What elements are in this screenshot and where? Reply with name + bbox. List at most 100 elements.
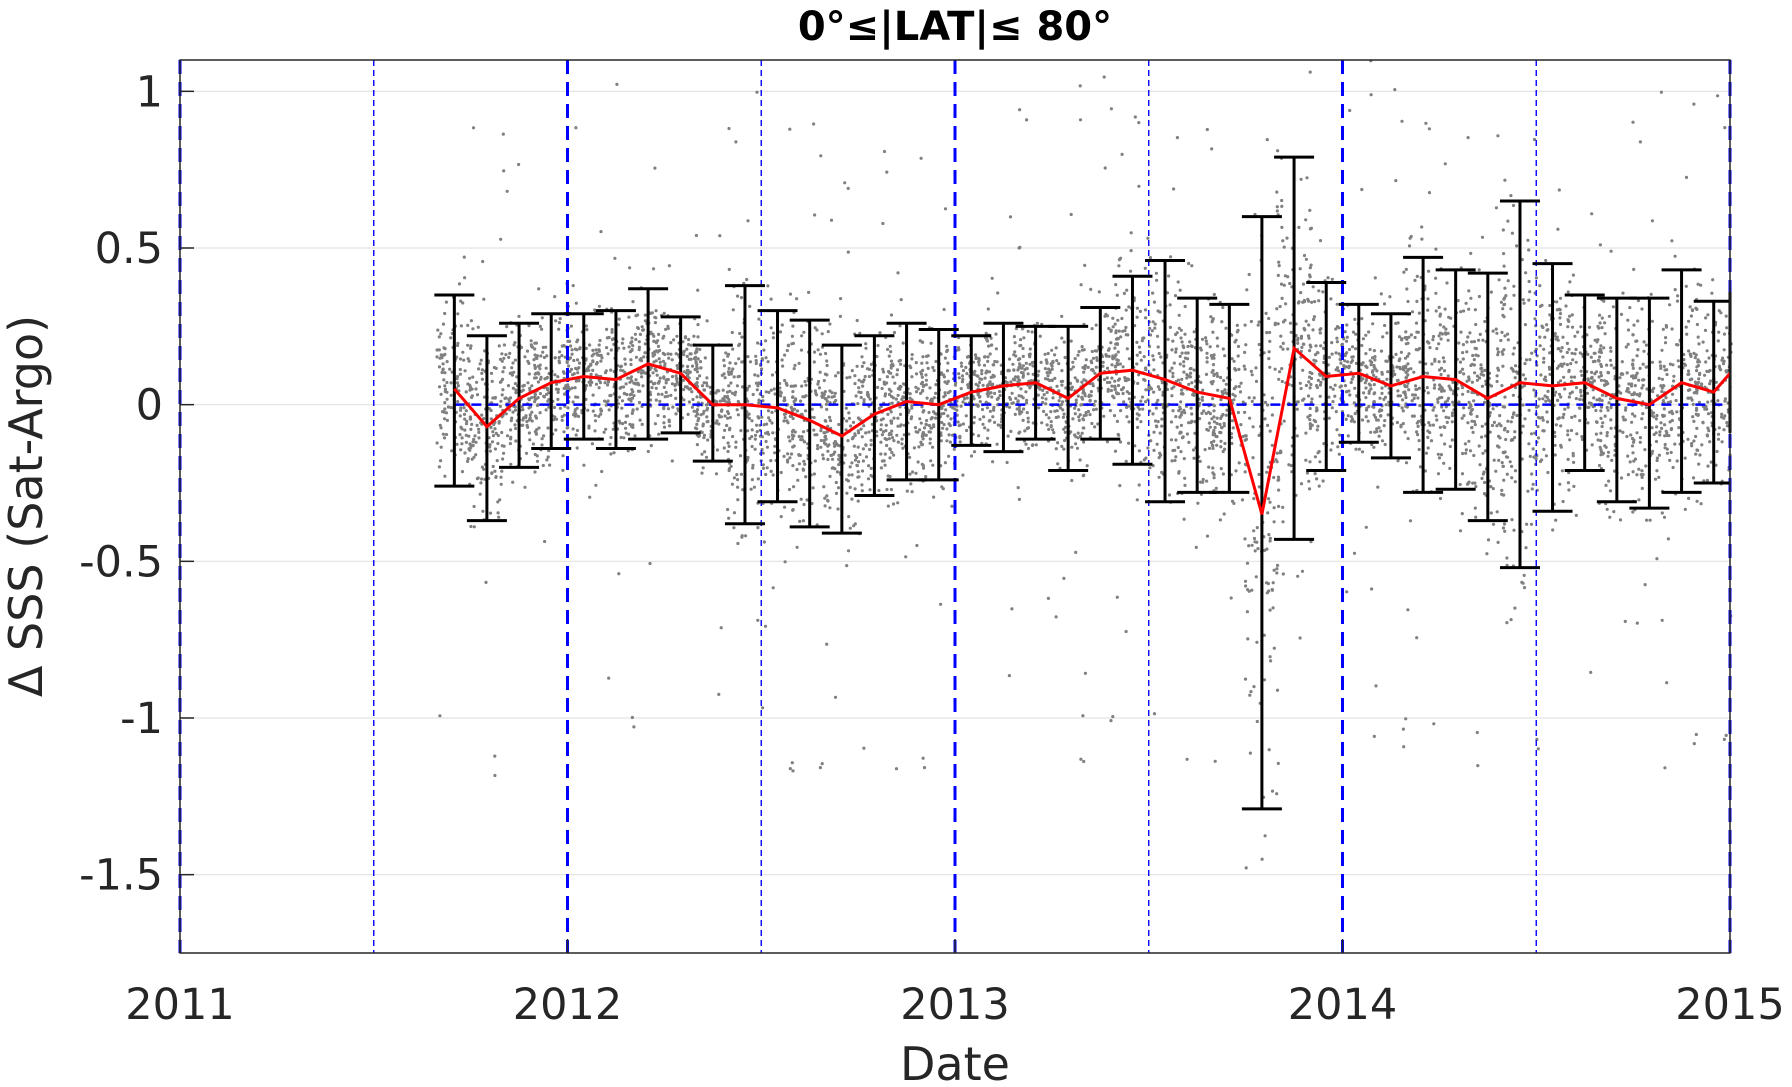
scatter-point — [1135, 417, 1139, 421]
scatter-point — [611, 337, 616, 341]
scatter-point — [988, 418, 992, 422]
scatter-point — [471, 443, 475, 448]
scatter-point — [501, 370, 505, 374]
scatter-point — [857, 431, 861, 435]
scatter-point — [1109, 388, 1113, 393]
scatter-point — [1018, 245, 1022, 249]
scatter-point — [780, 323, 784, 327]
scatter-point — [705, 376, 709, 380]
scatter-point — [1367, 382, 1371, 386]
scatter-point — [446, 405, 450, 409]
scatter-point — [701, 422, 705, 426]
scatter-point — [1309, 263, 1313, 267]
scatter-point — [1026, 446, 1031, 451]
scatter-point — [1548, 367, 1552, 371]
scatter-point — [658, 376, 662, 380]
scatter-point — [783, 398, 787, 402]
scatter-point — [1407, 388, 1411, 392]
scatter-point — [851, 420, 856, 424]
scatter-point — [815, 393, 819, 397]
scatter-point — [1137, 449, 1141, 453]
scatter-point — [920, 405, 924, 409]
scatter-point — [1135, 306, 1139, 310]
scatter-point — [972, 421, 976, 425]
scatter-point — [1268, 330, 1272, 335]
scatter-point — [881, 370, 886, 374]
scatter-point — [1215, 421, 1219, 426]
scatter-point — [525, 349, 530, 353]
scatter-point — [852, 524, 856, 528]
scatter-point — [738, 454, 743, 458]
scatter-point — [1024, 442, 1028, 446]
scatter-point — [470, 394, 474, 398]
scatter-point — [1037, 406, 1041, 410]
scatter-point — [519, 389, 524, 393]
scatter-point — [1461, 392, 1465, 396]
scatter-point — [910, 404, 914, 408]
scatter-point — [1272, 568, 1276, 572]
scatter-point — [1222, 379, 1226, 383]
scatter-point — [670, 382, 675, 386]
scatter-point — [1215, 443, 1219, 447]
scatter-point — [649, 380, 653, 384]
scatter-point — [1558, 312, 1563, 316]
scatter-point — [666, 407, 671, 411]
scatter-point — [1281, 239, 1285, 243]
scatter-point — [945, 369, 950, 373]
scatter-point — [910, 406, 914, 410]
scatter-point — [1513, 480, 1517, 484]
scatter-point — [695, 422, 699, 426]
scatter-point — [1076, 431, 1080, 435]
scatter-point — [1116, 432, 1120, 437]
scatter-point — [921, 368, 925, 372]
scatter-point — [748, 436, 752, 441]
scatter-point — [1090, 368, 1094, 372]
scatter-point — [1459, 310, 1463, 314]
scatter-point — [1431, 334, 1436, 339]
scatter-point — [1231, 392, 1235, 396]
scatter-point — [460, 470, 465, 474]
scatter-point — [1415, 274, 1419, 278]
scatter-point — [556, 375, 560, 379]
scatter-point — [629, 341, 633, 345]
scatter-point — [1221, 305, 1225, 310]
scatter-point — [528, 413, 532, 417]
scatter-point — [834, 491, 839, 495]
scatter-point — [603, 371, 608, 375]
scatter-point — [1308, 370, 1312, 374]
scatter-point — [1352, 420, 1356, 424]
scatter-point — [928, 430, 932, 434]
scatter-point — [1076, 436, 1080, 440]
scatter-point — [1277, 377, 1281, 381]
scatter-point — [1352, 551, 1357, 555]
scatter-point — [896, 501, 900, 505]
scatter-point — [501, 132, 505, 136]
scatter-point — [1143, 308, 1148, 312]
scatter-point — [1082, 414, 1086, 418]
scatter-point — [530, 396, 534, 400]
scatter-point — [1235, 323, 1239, 327]
scatter-point — [887, 387, 892, 391]
scatter-point — [770, 421, 774, 425]
scatter-point — [682, 370, 686, 374]
scatter-point — [1457, 341, 1461, 345]
scatter-point — [791, 416, 795, 421]
scatter-point — [588, 383, 593, 387]
scatter-point — [855, 455, 859, 460]
scatter-point — [1013, 378, 1017, 382]
scatter-point — [1347, 347, 1352, 352]
scatter-point — [1344, 417, 1348, 421]
scatter-point — [437, 385, 442, 389]
scatter-point — [667, 264, 672, 268]
scatter-point — [1180, 351, 1184, 355]
scatter-point — [939, 602, 943, 606]
scatter-point — [623, 370, 627, 374]
scatter-point — [1153, 322, 1157, 326]
scatter-point — [860, 364, 864, 368]
scatter-point — [1573, 375, 1577, 379]
scatter-point — [1503, 395, 1507, 399]
scatter-point — [475, 423, 479, 427]
scatter-point — [634, 378, 638, 382]
scatter-point — [599, 409, 604, 413]
scatter-point — [1276, 322, 1280, 326]
